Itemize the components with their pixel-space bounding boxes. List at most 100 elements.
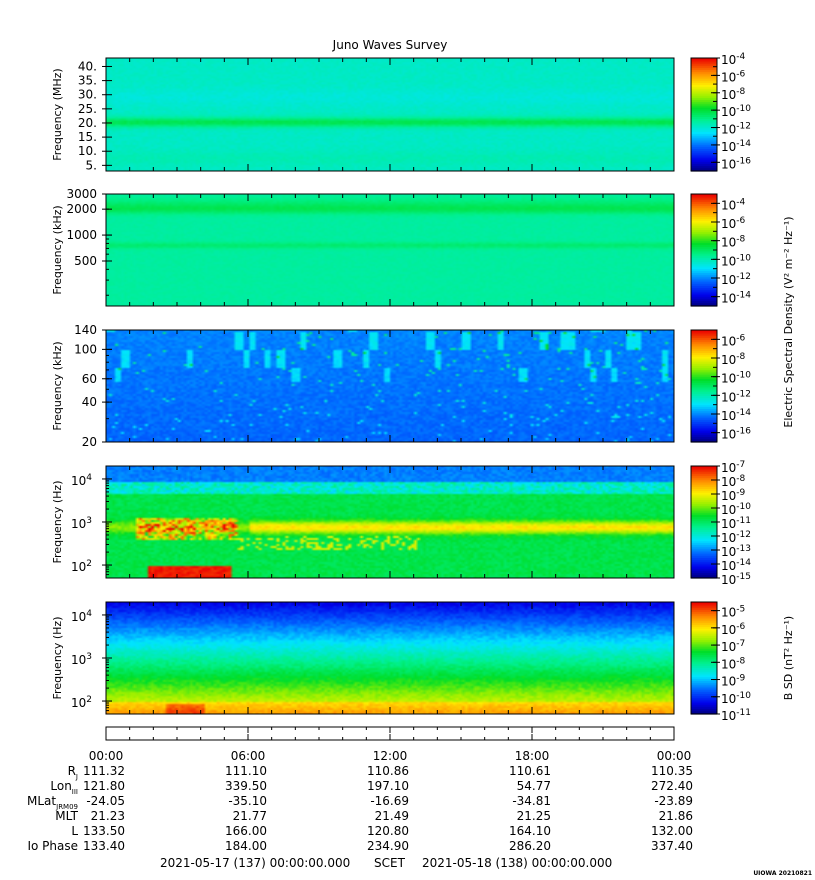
colorbar-segment (691, 101, 717, 104)
colorbar-tick-label: 10-15 (721, 572, 751, 587)
ephemeris-value: 197.10 (367, 779, 409, 793)
colorbar-segment (691, 146, 717, 149)
colorbar-segment (691, 620, 717, 624)
colorbar-segment (691, 393, 717, 396)
colorbar-segment (691, 346, 717, 350)
colorbar-segment (691, 222, 717, 225)
colorbar-segment (691, 410, 717, 413)
colorbar-segment (691, 693, 717, 696)
colorbar-segment (691, 108, 717, 112)
colorbar-segment (691, 710, 717, 713)
colorbar-segment (691, 227, 717, 231)
colorbar-segment (691, 706, 717, 709)
colorbar-segment (691, 283, 717, 287)
colorbar-tick-label: 10-12 (721, 272, 751, 287)
colorbar: 10-5 10-6 10-7 10-8 10-9 10-10 10-11 B SD (nT² … (690, 601, 795, 723)
colorbar-segment (691, 74, 717, 78)
y-tick-label: 102 (71, 559, 92, 574)
colorbar-tick-label: 10-12 (721, 389, 751, 404)
colorbar-segment (691, 97, 717, 101)
colorbar-segment (691, 656, 717, 659)
ephemeris-row-label: L (71, 824, 78, 838)
colorbar-segment (691, 261, 717, 264)
colorbar-segment (691, 210, 717, 214)
colorbar-segment (691, 93, 717, 97)
colorbar-segment (691, 559, 717, 562)
y-axis-label: Frequency (kHz) (51, 205, 64, 294)
colorbar-segment (691, 152, 717, 155)
colorbar-segment (691, 551, 717, 555)
colorbar-segment (691, 525, 717, 529)
colorbar-segment (691, 59, 717, 63)
y-tick-label: 104 (71, 473, 92, 488)
colorbar-segment (691, 421, 717, 424)
colorbar-segment (691, 201, 717, 204)
colorbar-segment (691, 505, 717, 508)
colorbar-tick-label: 10-16 (721, 427, 751, 442)
spectrogram-image (106, 194, 674, 306)
y-tick-label: 40. (78, 59, 97, 73)
colorbar-segment (691, 103, 717, 106)
ephemeris-value: 133.50 (83, 824, 125, 838)
colorbar-frame (690, 57, 718, 172)
colorbar-segment (691, 287, 717, 290)
colorbar-segment (691, 533, 717, 536)
colorbar-segment (691, 501, 717, 504)
colorbar-segment (691, 251, 717, 255)
ephemeris-value: 121.80 (83, 779, 125, 793)
colorbar-segment (691, 281, 717, 285)
colorbar-segment (691, 208, 717, 212)
colorbar-segment (691, 682, 717, 685)
x-tick-label: 18:00 (515, 749, 550, 763)
colorbar-segment (691, 114, 717, 117)
colorbar-segment (691, 674, 717, 678)
colorbar-segment (691, 618, 717, 622)
colorbar: 10-6 10-8 10-10 10-12 10-14 10-16 Electric Spe… (690, 216, 795, 443)
colorbar-segment (691, 253, 717, 257)
y-tick-label: 140 (74, 323, 97, 337)
colorbar-segment (691, 63, 717, 67)
colorbar-segment (691, 154, 717, 157)
colorbar-segment (691, 157, 717, 161)
y-tick-label: 15. (78, 130, 97, 144)
colorbar-segment (691, 652, 717, 655)
colorbar-segment (691, 425, 717, 428)
colorbar-segment (691, 233, 717, 236)
colorbar-tick-label: 10-6 (721, 69, 746, 84)
ephemeris-value: -24.05 (86, 794, 125, 808)
colorbar-segment (691, 197, 717, 201)
colorbar-segment (691, 123, 717, 127)
colorbar-segment (691, 514, 717, 517)
colorbar-segment (691, 622, 717, 625)
colorbar-segment (691, 492, 717, 495)
colorbar-segment (691, 518, 717, 521)
y-tick-label: 5. (86, 158, 97, 172)
colorbar-tick-label: 10-14 (721, 558, 751, 573)
colorbar-segment (691, 259, 717, 262)
colorbar-segment (691, 644, 717, 648)
y-tick-label: 30. (78, 88, 97, 102)
ephemeris-row-label: LonIII (50, 779, 78, 796)
colorbar-segment (691, 469, 717, 473)
colorbar-segment (691, 499, 717, 503)
colorbar-segment (691, 255, 717, 259)
footer-start-time: 2021-05-17 (137) 00:00:00.000 (160, 856, 350, 870)
colorbar-segment (691, 561, 717, 564)
y-tick-label: 500 (74, 254, 97, 268)
colorbar-segment (691, 354, 717, 357)
colorbar-segment (691, 667, 717, 670)
colorbar-segment (691, 298, 717, 301)
colorbar-tick-label: 10-12 (721, 530, 751, 545)
colorbar-segment (691, 294, 717, 298)
colorbar-segment (691, 272, 717, 275)
colorbar-segment (691, 603, 717, 607)
colorbar-segment (691, 704, 717, 708)
colorbar-segment (691, 140, 717, 144)
colorbar-segment (691, 494, 717, 497)
colorbar-segment (691, 531, 717, 534)
colorbar-tick-label: 10-14 (721, 139, 751, 154)
y-tick-label: 40 (82, 395, 97, 409)
colorbar-segment (691, 438, 717, 441)
